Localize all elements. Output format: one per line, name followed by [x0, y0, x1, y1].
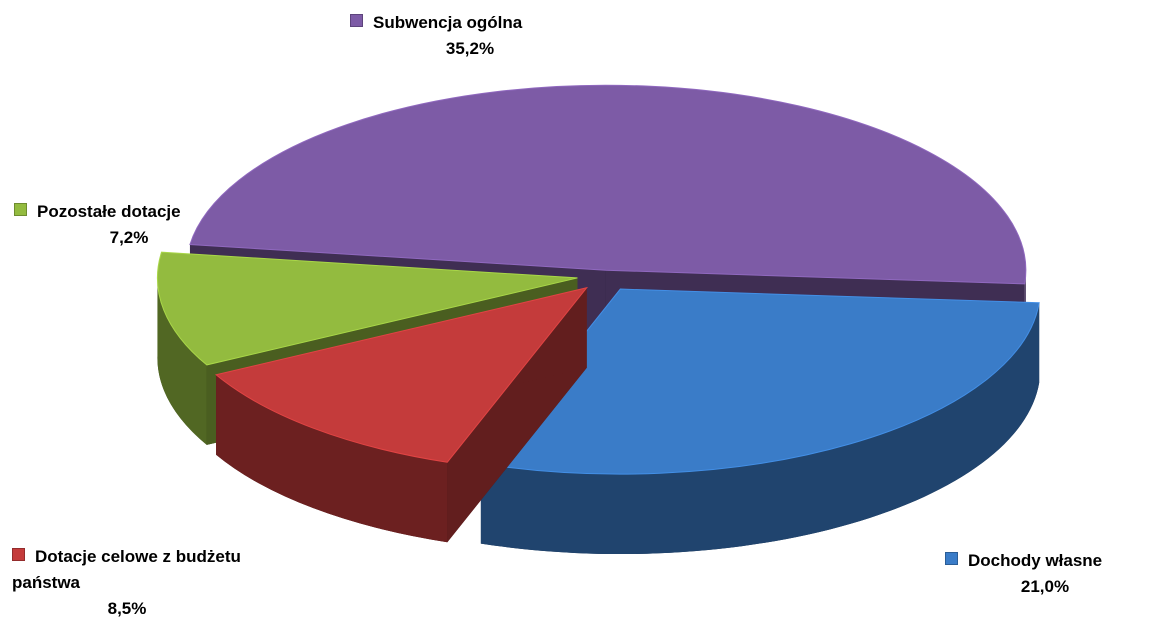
category-label: Dochody własne	[968, 551, 1103, 570]
category-label: Subwencja ogólna	[373, 13, 523, 32]
data-label: Subwencja ogólna 35,2%	[350, 10, 590, 62]
label-head: Pozostałe dotacje	[14, 199, 244, 225]
slice	[479, 288, 1040, 475]
data-label: Dochody własne 21,0%	[945, 548, 1145, 600]
value-label: 8,5%	[107, 599, 147, 618]
slice	[214, 286, 589, 463]
category-label: Dotacje celowe z budżetu państwa	[12, 547, 241, 592]
legend-swatch	[12, 548, 25, 561]
value-label: 7,2%	[109, 228, 149, 247]
slice-side	[216, 374, 448, 543]
value-label: 35,2%	[445, 39, 495, 58]
slice	[189, 84, 1027, 285]
label-head: Dotacje celowe z budżetu państwa	[12, 544, 242, 596]
legend-swatch	[945, 552, 958, 565]
legend-swatch	[350, 14, 363, 27]
label-head: Dochody własne	[945, 548, 1145, 574]
category-label: Pozostałe dotacje	[37, 202, 181, 221]
slice-side	[157, 277, 207, 445]
value-label: 21,0%	[1020, 577, 1070, 596]
slice	[156, 251, 578, 366]
data-label: Dotacje celowe z budżetu państwa 8,5%	[12, 544, 242, 622]
slice-side	[480, 302, 1040, 555]
data-label: Pozostałe dotacje 7,2%	[14, 199, 244, 251]
legend-swatch	[14, 203, 27, 216]
label-head: Subwencja ogólna	[350, 10, 590, 36]
